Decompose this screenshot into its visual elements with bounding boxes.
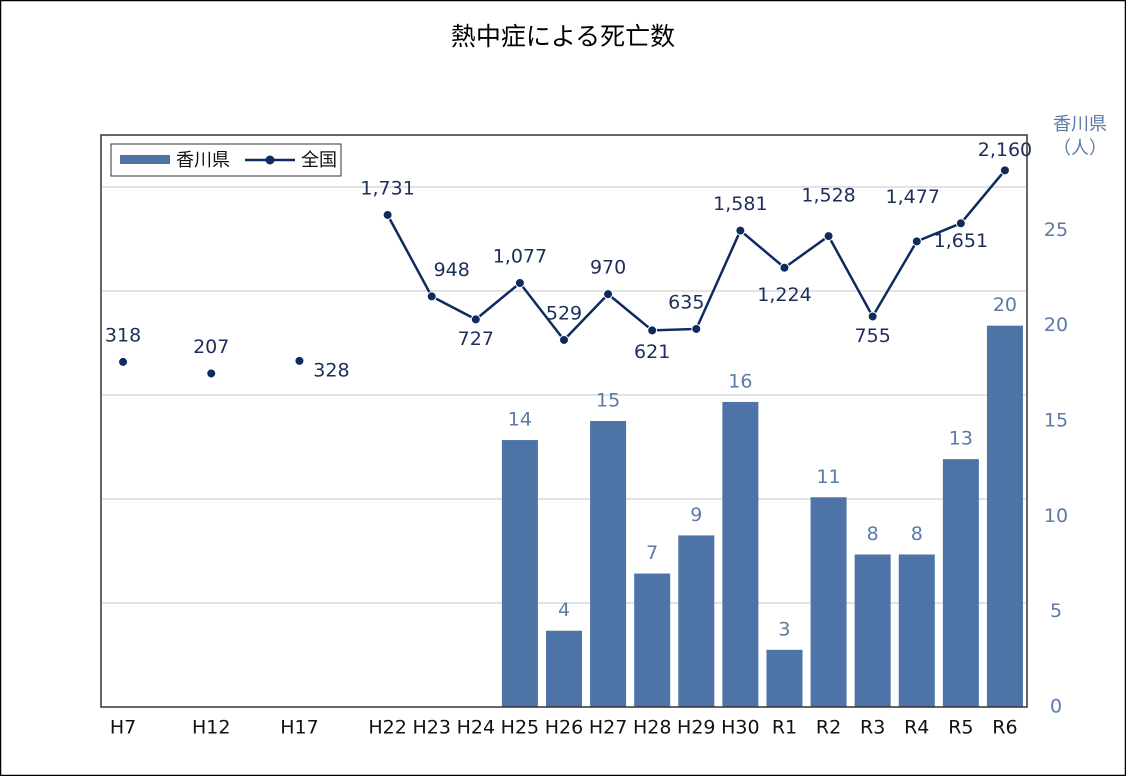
x-tick-label: R1 [772,717,797,739]
x-tick-label: H22 [368,717,406,739]
line-point [999,165,1010,176]
line-value-label: 1,077 [493,245,547,267]
y2-tick-label: 25 [1044,219,1068,241]
y2-tick-label: 5 [1050,600,1062,622]
x-tick-label: H7 [110,717,136,739]
bar-value-label: 11 [816,466,840,488]
line-point [603,289,614,300]
x-tick-label: H27 [589,717,627,739]
x-tick-label: H25 [501,717,539,739]
legend-label: 香川県 [176,150,230,171]
line-value-label: 2,160 [978,139,1032,161]
x-tick-label: R3 [860,717,885,739]
x-tick-label: R4 [904,717,929,739]
marks: 14 4 15 7 9 16 3 11 8 8 13 20 318 207 328 1,731 948 727 1,… [105,139,1032,707]
line-point [867,311,878,322]
line-value-label: 755 [855,325,891,347]
x-tick-label: H23 [412,717,450,739]
line-point [470,314,481,325]
y2-axis-label: （人） [1053,138,1107,159]
y2-tick-label: 0 [1050,696,1062,718]
line-value-label: 635 [668,291,704,313]
line-point [206,368,217,379]
line-point [294,355,305,366]
plot-border [100,134,1028,708]
bar-value-label: 7 [646,542,658,564]
x-tick-label: H26 [545,717,583,739]
legend-swatch [265,155,275,165]
y2-tick-label: 15 [1044,410,1068,432]
bar [854,554,891,707]
x-tick-label: H12 [192,717,230,739]
x-tick-label: H28 [633,717,671,739]
bar-value-label: 8 [911,523,923,545]
bar-value-label: 14 [508,409,532,431]
chart-title: 熱中症による死亡数 [451,22,675,51]
bar [942,459,979,707]
line-point [382,209,393,220]
line-value-label: 1,581 [713,193,767,215]
x-tick-label: H17 [280,717,318,739]
x-tick-label: H29 [677,717,715,739]
legend-label: 全国 [301,150,337,171]
bar [766,649,803,707]
line-value-label: 970 [590,257,626,279]
x-tick-label: R6 [992,717,1017,739]
line-point [426,291,437,302]
line-value-label: 529 [546,302,582,324]
bar [810,497,847,707]
line-value-label: 1,731 [360,177,414,199]
x-tick-label: R2 [816,717,841,739]
y2-axis-label: 香川県 [1053,114,1107,135]
bar [634,573,671,707]
bar [501,440,538,707]
bar-value-label: 4 [558,599,570,621]
bar [590,421,627,707]
line-value-label: 328 [313,359,349,381]
bar [898,554,935,707]
line-point [735,225,746,236]
line-value-label: 207 [193,336,229,358]
bar-value-label: 20 [993,294,1017,316]
line-point [823,231,834,242]
line-point [559,334,569,345]
bar-value-label: 9 [690,504,702,526]
bar [722,401,759,707]
bar-value-label: 3 [778,618,790,640]
bar-value-label: 16 [728,370,752,392]
line-value-label: 621 [634,341,670,363]
line-point [647,325,658,336]
bar [678,535,715,707]
line-value-label: 1,528 [801,185,855,207]
line-point [514,277,525,288]
line-point [955,218,966,229]
line-value-label: 1,477 [886,186,940,208]
x-tick-label: R5 [948,717,973,739]
x-tick-label: H24 [457,717,495,739]
bar-value-label: 13 [949,428,973,450]
line-value-label: 948 [434,259,470,281]
line-point [691,323,702,334]
y2-tick-label: 20 [1044,314,1068,336]
bar-value-label: 8 [867,523,879,545]
line-point [779,262,790,273]
line-value-label: 1,224 [757,284,811,306]
line-value-label: 1,651 [934,230,988,252]
y2-tick-label: 10 [1044,505,1068,527]
line-value-label: 727 [458,328,494,350]
legend-swatch [120,155,170,164]
bar [546,630,582,707]
line-point [911,236,922,247]
bar-value-label: 15 [596,390,620,412]
x-tick-label: H30 [721,717,759,739]
bar [986,325,1023,707]
line-value-label: 318 [105,324,141,346]
line-point [118,356,129,367]
